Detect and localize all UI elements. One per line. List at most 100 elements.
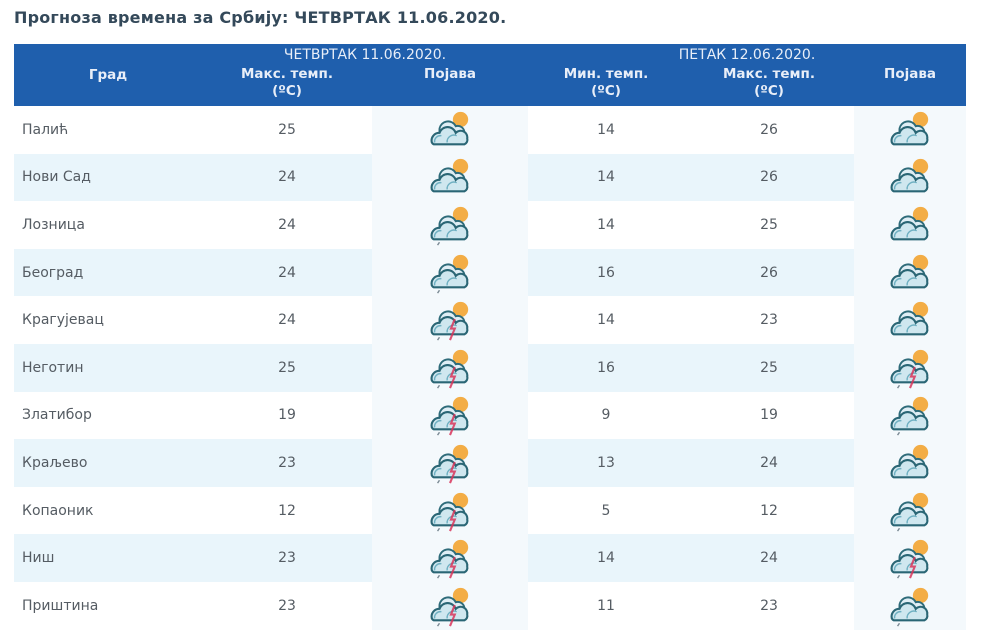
day1-phenomenon <box>372 391 529 440</box>
day2-min-temp: 9 <box>528 391 685 440</box>
thunderstorm-icon <box>425 301 475 341</box>
thunderstorm-icon <box>425 539 475 579</box>
showers-icon <box>885 587 935 627</box>
day2-min-temp: 11 <box>528 581 685 630</box>
day1-phenomenon <box>372 248 529 297</box>
day2-min-unit: (ºC) <box>591 83 621 99</box>
day2-phenomenon <box>854 391 967 440</box>
day1-phenomenon <box>372 439 529 487</box>
table-row: Неготин 25 16 25 <box>14 343 967 392</box>
day1-max-temp: 24 <box>202 201 372 249</box>
column-header-day2: ПЕТАК 12.06.2020. <box>528 44 967 64</box>
day2-max-temp: 26 <box>684 106 855 154</box>
day1-max-unit: (ºC) <box>272 83 302 99</box>
partly-cloudy-icon <box>885 301 935 336</box>
partly-cloudy-icon <box>885 254 935 288</box>
partly-cloudy-icon <box>885 444 935 479</box>
showers-icon <box>425 206 475 246</box>
partly-cloudy-icon <box>885 206 935 241</box>
showers-icon <box>885 492 935 532</box>
column-header-day1-phenomenon: Појава <box>372 64 529 106</box>
header-row-fields: Макс. темп. (ºC) Појава Мин. темп. (ºC) … <box>14 64 967 106</box>
day1-max-temp: 23 <box>202 534 372 582</box>
day1-phenomenon <box>372 106 529 154</box>
day2-min-label: Мин. темп. <box>563 66 649 82</box>
day2-phenomenon <box>854 343 967 392</box>
day2-max-temp: 23 <box>684 296 855 344</box>
city-name: Златибор <box>14 391 202 440</box>
showers-icon <box>425 254 475 294</box>
day2-max-temp: 26 <box>684 248 855 297</box>
column-header-day2-phenomenon: Појава <box>854 64 967 106</box>
city-name: Краљево <box>14 439 202 487</box>
column-header-city: Град <box>14 44 202 106</box>
day2-max-temp: 24 <box>684 534 855 582</box>
day2-max-temp: 12 <box>684 486 855 535</box>
day2-max-unit: (ºC) <box>754 83 784 99</box>
city-name: Лозница <box>14 201 202 249</box>
city-name: Ниш <box>14 534 202 582</box>
day1-phenomenon <box>372 201 529 249</box>
day2-min-temp: 5 <box>528 486 685 535</box>
thunderstorm-icon <box>425 444 475 484</box>
city-name: Приштина <box>14 581 202 630</box>
day1-max-label: Макс. темп. <box>240 66 333 82</box>
day2-phenomenon <box>854 439 967 487</box>
city-name: Палић <box>14 106 202 154</box>
thunderstorm-icon <box>885 349 935 389</box>
day2-max-temp: 26 <box>684 153 855 202</box>
day2-max-temp: 19 <box>684 391 855 440</box>
day1-phenomenon <box>372 343 529 392</box>
day2-phenomenon <box>854 106 967 154</box>
forecast-table: Град ЧЕТВРТАК 11.06.2020. ПЕТАК 12.06.20… <box>14 44 967 630</box>
table-row: Приштина 23 11 23 <box>14 581 967 630</box>
day2-phenomenon <box>854 534 967 582</box>
city-name: Нови Сад <box>14 153 202 202</box>
table-row: Београд 24 16 26 <box>14 248 967 297</box>
day2-min-temp: 13 <box>528 439 685 487</box>
partly-cloudy-icon <box>425 111 475 146</box>
day2-max-label: Макс. темп. <box>723 66 816 82</box>
day2-max-temp: 25 <box>684 201 855 249</box>
day1-max-temp: 12 <box>202 486 372 535</box>
day1-max-temp: 19 <box>202 391 372 440</box>
day2-min-temp: 14 <box>528 201 685 249</box>
header-row-days: Град ЧЕТВРТАК 11.06.2020. ПЕТАК 12.06.20… <box>14 44 967 106</box>
day1-phenomenon <box>372 581 529 630</box>
day1-max-temp: 25 <box>202 106 372 154</box>
column-header-day1-max: Макс. темп. (ºC) <box>202 64 372 106</box>
day1-phenomenon <box>372 296 529 344</box>
day2-phenomenon <box>854 296 967 344</box>
day2-min-temp: 14 <box>528 106 685 154</box>
table-row: Палић 25 14 26 <box>14 106 967 154</box>
day1-max-temp: 24 <box>202 248 372 297</box>
day1-phenomenon <box>372 534 529 582</box>
city-name: Крагујевац <box>14 296 202 344</box>
column-header-day2-max: Макс. темп. (ºC) <box>684 64 855 106</box>
day2-phenomenon <box>854 581 967 630</box>
table-row: Лозница 24 14 25 <box>14 201 967 249</box>
day2-phenomenon <box>854 248 967 297</box>
day1-max-temp: 24 <box>202 153 372 202</box>
day2-min-temp: 14 <box>528 153 685 202</box>
day1-max-temp: 24 <box>202 296 372 344</box>
page-title: Прогноза времена за Србију: ЧЕТВРТАК 11.… <box>14 8 507 27</box>
table-row: Крагујевац 24 14 23 <box>14 296 967 344</box>
day2-min-temp: 14 <box>528 534 685 582</box>
day2-min-temp: 14 <box>528 296 685 344</box>
thunderstorm-icon <box>885 539 935 579</box>
partly-cloudy-icon <box>885 111 935 146</box>
partly-cloudy-icon <box>425 159 475 193</box>
thunderstorm-icon <box>425 397 475 436</box>
day1-max-temp: 23 <box>202 581 372 630</box>
day2-max-temp: 23 <box>684 581 855 630</box>
column-header-day1: ЧЕТВРТАК 11.06.2020. <box>202 44 529 64</box>
table-row: Нови Сад 24 14 26 <box>14 153 967 202</box>
thunderstorm-icon <box>425 349 475 389</box>
day1-phenomenon <box>372 153 529 202</box>
day2-max-temp: 25 <box>684 343 855 392</box>
city-name: Неготин <box>14 343 202 392</box>
table-row: Златибор 19 9 19 <box>14 391 967 440</box>
day2-phenomenon <box>854 201 967 249</box>
day2-phenomenon <box>854 486 967 535</box>
